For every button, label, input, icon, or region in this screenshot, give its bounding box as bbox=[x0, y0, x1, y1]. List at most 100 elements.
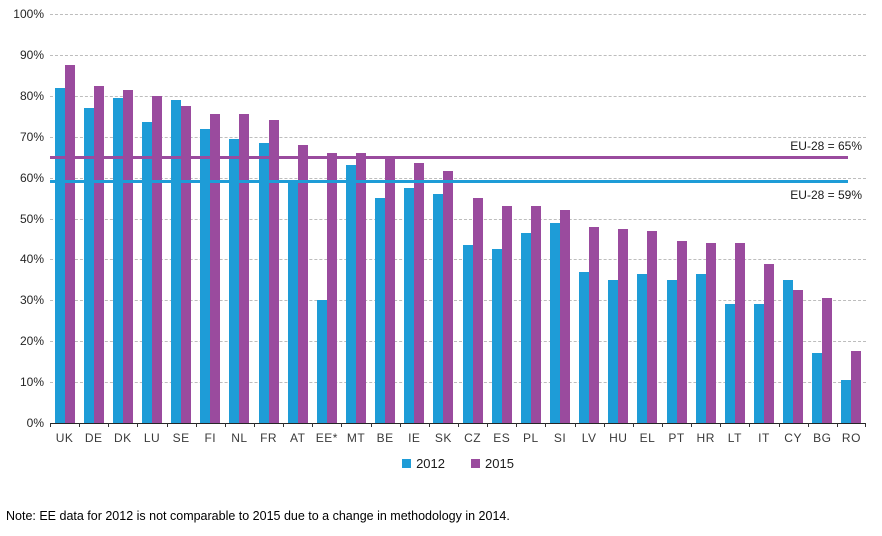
bar-2012-RO bbox=[841, 380, 852, 423]
bar-2012-BG bbox=[812, 353, 823, 423]
x-axis-tick bbox=[778, 423, 780, 427]
ref-line-label-65: EU-28 = 65% bbox=[790, 139, 862, 153]
category-group-IT: IT bbox=[749, 14, 778, 445]
bar-2015-BE bbox=[385, 159, 396, 423]
note-text: Note: EE data for 2012 is not comparable… bbox=[6, 509, 510, 523]
x-axis-tick bbox=[399, 423, 401, 427]
bar-2015-IT bbox=[763, 263, 774, 423]
x-axis-tick bbox=[312, 423, 314, 427]
x-tick-label-IE: IE bbox=[408, 431, 421, 445]
x-axis-tick bbox=[79, 423, 81, 427]
bar-2015-AT bbox=[297, 144, 308, 423]
y-tick-label: 0% bbox=[26, 416, 44, 430]
x-tick-label-BG: BG bbox=[813, 431, 832, 445]
bar-2012-DK bbox=[112, 97, 123, 423]
x-axis-tick bbox=[166, 423, 168, 427]
gridline-80% bbox=[50, 95, 866, 97]
bar-2012-FI bbox=[200, 128, 211, 423]
bar-2012-LU bbox=[141, 122, 152, 423]
category-group-BE: BE bbox=[371, 14, 400, 445]
category-group-CZ: CZ bbox=[458, 14, 487, 445]
x-tick-label-CY: CY bbox=[784, 431, 802, 445]
bar-2015-HR bbox=[705, 243, 716, 423]
bar-2015-IE bbox=[414, 163, 425, 423]
x-axis-tick bbox=[254, 423, 255, 427]
category-group-LU: LU bbox=[137, 14, 166, 445]
x-tick-label-BE: BE bbox=[376, 431, 394, 445]
x-tick-label-UK: UK bbox=[55, 431, 74, 445]
category-group-IE: IE bbox=[400, 14, 429, 445]
x-tick-label-LU: LU bbox=[143, 431, 161, 445]
x-axis-tick bbox=[341, 423, 343, 427]
gridline-100% bbox=[50, 14, 866, 15]
ref-line-59 bbox=[50, 180, 848, 184]
y-tick-label: 60% bbox=[19, 170, 44, 185]
category-group-LT: LT bbox=[720, 14, 749, 445]
x-axis-tick bbox=[428, 423, 430, 427]
x-tick-label-DK: DK bbox=[114, 431, 132, 445]
category-group-CY: CY bbox=[779, 14, 808, 445]
category-group-PT: PT bbox=[662, 14, 691, 445]
bar-2015-HU bbox=[618, 228, 629, 423]
category-group-MT: MT bbox=[341, 14, 370, 445]
bar-2012-ES bbox=[491, 249, 502, 423]
x-axis-tick bbox=[836, 423, 838, 427]
y-tick-label: 40% bbox=[19, 252, 44, 267]
bar-2015-ES bbox=[501, 206, 512, 423]
gridline-90% bbox=[50, 54, 866, 56]
x-tick-label-PL: PL bbox=[523, 431, 539, 445]
bar-2015-SE bbox=[181, 106, 192, 423]
x-axis-tick bbox=[691, 423, 693, 427]
bar-2012-CY bbox=[783, 279, 794, 423]
x-axis-tick bbox=[865, 423, 866, 427]
bar-2012-LV bbox=[579, 271, 590, 423]
x-axis-tick bbox=[137, 423, 139, 427]
x-axis-tick bbox=[108, 423, 110, 427]
gridline-70% bbox=[50, 136, 866, 138]
bar-2015-EL bbox=[647, 230, 658, 423]
y-tick-label: 100% bbox=[13, 7, 44, 21]
bar-2012-FR bbox=[258, 142, 269, 423]
bar-2012-PL bbox=[520, 232, 531, 423]
y-tick-label: 20% bbox=[19, 334, 44, 349]
bar-2012-LT bbox=[724, 304, 735, 423]
bar-2015-BG bbox=[822, 298, 833, 423]
legend-item-2015: 2015 bbox=[471, 456, 514, 471]
plot-area: UK DE DK LU SE FI NL FR AT EE* MT BE IE SK CZ ES PL SI LV H… bbox=[50, 14, 866, 445]
bar-2012-IT bbox=[753, 304, 764, 423]
legend-swatch-icon bbox=[402, 459, 412, 468]
y-tick-label: 70% bbox=[19, 129, 44, 144]
x-tick-label-DE: DE bbox=[84, 431, 103, 445]
x-tick-label-EE*: EE* bbox=[315, 431, 338, 445]
legend: 2012 2015 bbox=[50, 456, 866, 471]
category-group-HU: HU bbox=[604, 14, 633, 445]
x-tick-label-PT: PT bbox=[668, 431, 685, 445]
x-tick-label-SE: SE bbox=[172, 431, 190, 445]
category-group-RO: RO bbox=[837, 14, 866, 445]
x-axis-tick bbox=[516, 423, 518, 427]
legend-label: 2012 bbox=[416, 456, 445, 471]
bar-2015-RO bbox=[851, 351, 862, 423]
category-group-AT: AT bbox=[283, 14, 312, 445]
x-tick-label-LT: LT bbox=[727, 431, 742, 445]
bar-2015-NL bbox=[239, 114, 250, 423]
x-tick-label-CZ: CZ bbox=[464, 431, 482, 445]
category-group-NL: NL bbox=[225, 14, 254, 445]
x-tick-label-AT: AT bbox=[289, 431, 306, 445]
x-axis-tick bbox=[545, 423, 547, 427]
x-tick-label-SK: SK bbox=[434, 431, 452, 445]
bar-2012-AT bbox=[287, 179, 298, 423]
category-group-FI: FI bbox=[196, 14, 225, 445]
ref-line-label-59: EU-28 = 59% bbox=[790, 188, 862, 202]
bar-2012-NL bbox=[229, 138, 240, 423]
x-axis-tick bbox=[487, 423, 489, 427]
x-axis-tick bbox=[720, 423, 722, 427]
x-tick-label-ES: ES bbox=[493, 431, 511, 445]
bar-2012-EE* bbox=[316, 300, 327, 423]
bar-2015-LU bbox=[151, 95, 162, 423]
x-tick-label-LV: LV bbox=[581, 431, 597, 445]
category-group-UK: UK bbox=[50, 14, 79, 445]
category-group-PL: PL bbox=[516, 14, 545, 445]
category-group-FR: FR bbox=[254, 14, 283, 445]
